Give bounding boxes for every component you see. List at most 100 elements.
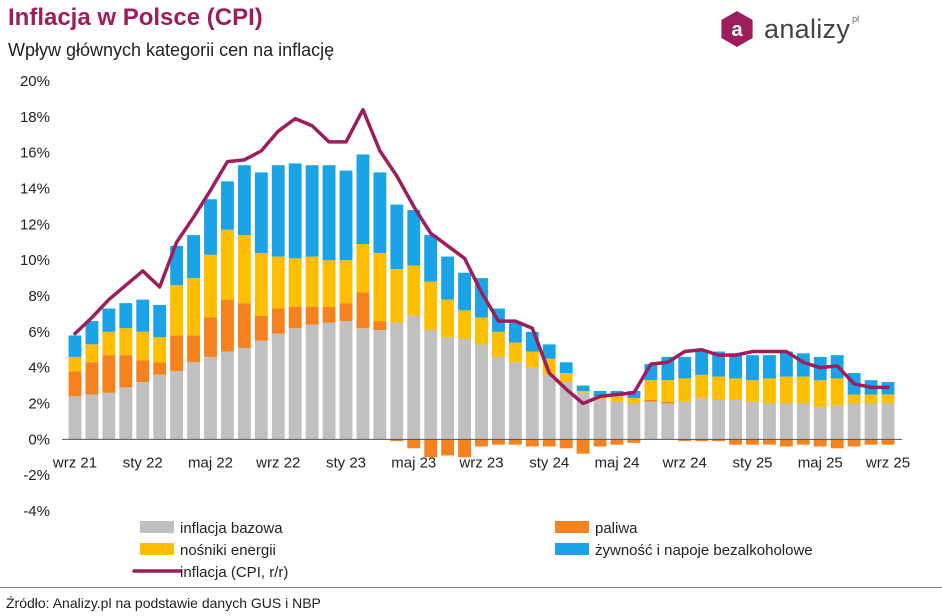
bar-segment-paliwa: [729, 439, 742, 445]
bar-segment-inflacja: [271, 333, 285, 440]
x-tick-label: maj 23: [391, 454, 436, 471]
bar-segment-inflacja: [170, 371, 184, 440]
x-tick-label: wrz 23: [458, 454, 503, 471]
bar-segment-nośniki: [661, 380, 675, 402]
bar-segment-inflacja: [237, 347, 251, 440]
bar-segment-nośniki: [813, 380, 827, 408]
bar-segment-nośniki: [153, 337, 167, 363]
bar-segment-paliwa: [102, 355, 116, 393]
legend: inflacja bazowa paliwa nośniki energii żywn…: [132, 520, 813, 581]
bar-segment-żywność: [221, 181, 234, 230]
bar-segment-paliwa: [644, 399, 658, 402]
bar-segment-inflacja: [390, 322, 404, 440]
bar-segment-inflacja: [779, 403, 793, 440]
bar-segment-nośniki: [559, 373, 573, 382]
bar-segment-nośniki: [407, 265, 421, 316]
y-tick-label: 14%: [20, 181, 50, 198]
bar-segment-paliwa: [610, 439, 624, 445]
legend-label: inflacja bazowa: [180, 520, 283, 537]
bar-segment-żywność: [712, 351, 726, 377]
bar-segment-inflacja: [356, 328, 370, 440]
legend-label: paliwa: [595, 520, 638, 537]
bar-segment-inflacja: [813, 407, 827, 440]
bar-segment-nośniki: [847, 394, 861, 404]
bar-segment-nośniki: [322, 260, 336, 307]
bar-segment-inflacja: [610, 401, 624, 440]
bar-segment-żywność: [187, 235, 200, 279]
bar-segment-paliwa: [305, 306, 319, 325]
bar-segment-inflacja: [525, 367, 539, 440]
y-tick-label: 10%: [20, 252, 50, 269]
bar-segment-inflacja: [492, 356, 505, 440]
legend-label: żywność i napoje bezalkoholowe: [595, 542, 813, 559]
bar-segment-paliwa: [559, 439, 573, 449]
y-tick-label: 4%: [28, 360, 50, 377]
bar-segment-nośniki: [576, 390, 590, 393]
y-tick-label: 0%: [28, 431, 50, 448]
bar-segment-nośniki: [492, 331, 505, 357]
bar-segment-inflacja: [204, 356, 217, 440]
bar-segment-żywność: [424, 235, 438, 282]
bar-segment-inflacja: [746, 401, 759, 440]
bar-segment-nośniki: [881, 394, 895, 404]
bar-segment-inflacja: [136, 382, 150, 440]
bar-segment-nośniki: [779, 376, 793, 404]
bar-segment-nośniki: [441, 299, 455, 338]
bar-segment-inflacja: [85, 394, 99, 440]
bar-segment-nośniki: [830, 378, 844, 406]
bar-segment-żywność: [695, 349, 709, 375]
bar-segment-inflacja: [458, 339, 471, 440]
bar-segment-paliwa: [322, 306, 336, 323]
bar-segment-inflacja: [729, 399, 742, 440]
bar-segment-nośniki: [373, 253, 387, 322]
legend-swatch: [140, 543, 174, 555]
x-tick-label: sty 25: [732, 454, 772, 471]
bar-segment-żywność: [85, 321, 99, 345]
bar-segment-nośniki: [712, 376, 726, 400]
bar-segment-paliwa: [187, 335, 200, 363]
bar-segment-paliwa: [881, 439, 895, 445]
bar-segment-inflacja: [339, 321, 353, 440]
bar-segment-nośniki: [508, 342, 522, 363]
bar-segment-paliwa: [407, 439, 421, 449]
bar-segment-nośniki: [119, 328, 133, 356]
y-tick-label: 16%: [20, 145, 50, 162]
bar-segment-paliwa: [339, 303, 353, 322]
bar-segment-inflacja: [678, 401, 692, 440]
bar-segment-żywność: [390, 204, 404, 270]
bar-segment-inflacja: [864, 403, 878, 440]
bar-segment-paliwa: [525, 439, 539, 447]
bar-segment-paliwa: [779, 439, 793, 447]
bar-segment-żywność: [779, 351, 793, 377]
bar-segment-inflacja: [187, 362, 200, 440]
bar-segment-inflacja: [847, 403, 861, 440]
bar-segment-paliwa: [593, 439, 607, 447]
x-tick-label: wrz 25: [865, 454, 910, 471]
bar-segment-żywność: [729, 353, 742, 379]
bar-segment-inflacja: [661, 403, 675, 440]
y-axis: -4% -2% 0% 2% 4% 6% 8% 10% 12% 14% 16% 18% 20%: [20, 73, 50, 520]
bar-segment-nośniki: [475, 317, 488, 345]
bar-segment-inflacja: [830, 405, 844, 440]
bar-segment-paliwa: [204, 317, 217, 357]
bar-segment-żywność: [237, 165, 251, 236]
bar-segment-inflacja: [407, 315, 421, 440]
bar-segment-inflacja: [695, 398, 709, 440]
bar-segment-nośniki: [221, 229, 234, 300]
bar-segment-paliwa: [356, 292, 370, 329]
bar-segment-paliwa: [424, 439, 438, 458]
x-tick-label: sty 22: [123, 454, 163, 471]
bar-segment-żywność: [678, 356, 692, 379]
bar-series-group: [68, 154, 895, 458]
bar-segment-żywność: [559, 362, 573, 374]
bar-segment-inflacja: [593, 399, 607, 440]
bar-segment-inflacja: [796, 403, 810, 440]
y-tick-label: -4%: [23, 503, 50, 520]
logo-letter: a: [731, 19, 743, 41]
bar-segment-żywność: [102, 308, 116, 332]
legend-swatch: [555, 543, 589, 555]
bar-segment-inflacja: [288, 328, 302, 440]
bar-segment-nośniki: [85, 344, 99, 363]
bar-segment-paliwa: [170, 335, 184, 372]
legend-swatch: [555, 521, 589, 533]
